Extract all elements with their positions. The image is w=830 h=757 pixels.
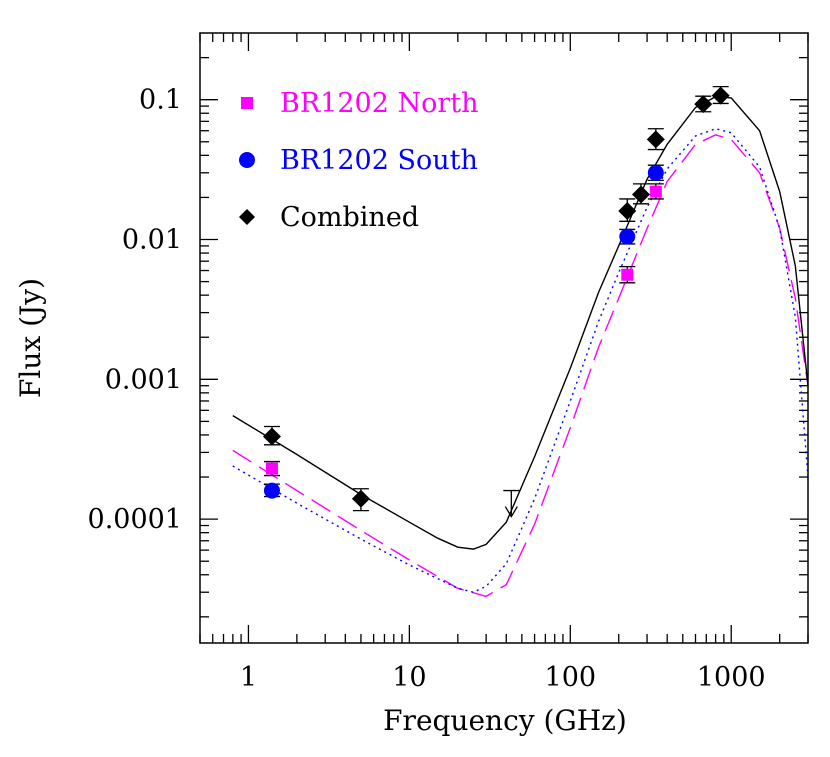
x-tick-labels: 1 10 100 1000 bbox=[240, 662, 766, 693]
data-point-combined bbox=[631, 185, 650, 204]
model-curve-combined bbox=[232, 95, 809, 550]
y-tick-label: 0.001 bbox=[105, 364, 182, 395]
model-curve-br1202-north bbox=[232, 134, 809, 598]
data-point-combined bbox=[711, 86, 730, 105]
y-axis-title: Flux (Jy) bbox=[14, 278, 47, 398]
x-tick-label: 100 bbox=[545, 662, 597, 693]
legend-label-br1202-south: BR1202 South bbox=[280, 145, 478, 176]
plot-frame bbox=[199, 32, 809, 644]
x-tick-label: 10 bbox=[392, 662, 426, 693]
data-point-br1202-north bbox=[265, 462, 278, 475]
data-point-combined bbox=[646, 130, 665, 149]
data-point-br1202-north bbox=[649, 185, 662, 198]
data-point-br1202-south bbox=[263, 482, 280, 499]
x-tick-label: 1000 bbox=[697, 662, 766, 693]
y-tick-label: 0.0001 bbox=[88, 504, 182, 535]
upper-limit-arrow bbox=[504, 506, 518, 518]
upper-limit-combined bbox=[503, 489, 520, 518]
model-curves bbox=[232, 95, 809, 598]
x-axis-title: Frequency (GHz) bbox=[383, 704, 627, 737]
data-point-combined bbox=[694, 95, 713, 114]
x-tick-label: 1 bbox=[240, 662, 257, 693]
axis-ticks bbox=[199, 33, 809, 643]
legend-marker-br1202-south bbox=[239, 152, 255, 168]
data-point-combined bbox=[351, 489, 370, 508]
data-point-combined bbox=[262, 427, 281, 446]
data-point-br1202-south bbox=[619, 228, 636, 245]
legend: BR1202 North BR1202 South Combined bbox=[239, 88, 479, 233]
legend-label-br1202-north: BR1202 North bbox=[280, 88, 479, 119]
data-point-br1202-north bbox=[621, 268, 634, 281]
y-tick-label: 0.1 bbox=[139, 85, 182, 116]
y-tick-labels: 0.0001 0.001 0.01 0.1 bbox=[88, 85, 182, 535]
model-curve-br1202-south bbox=[232, 127, 809, 593]
y-tick-label: 0.01 bbox=[122, 225, 182, 256]
data-markers bbox=[262, 86, 730, 508]
legend-label-combined: Combined bbox=[280, 202, 419, 233]
legend-marker-combined bbox=[239, 209, 255, 225]
legend-marker-br1202-north bbox=[241, 97, 253, 109]
data-point-br1202-south bbox=[647, 164, 664, 181]
data-point-combined bbox=[618, 201, 637, 220]
